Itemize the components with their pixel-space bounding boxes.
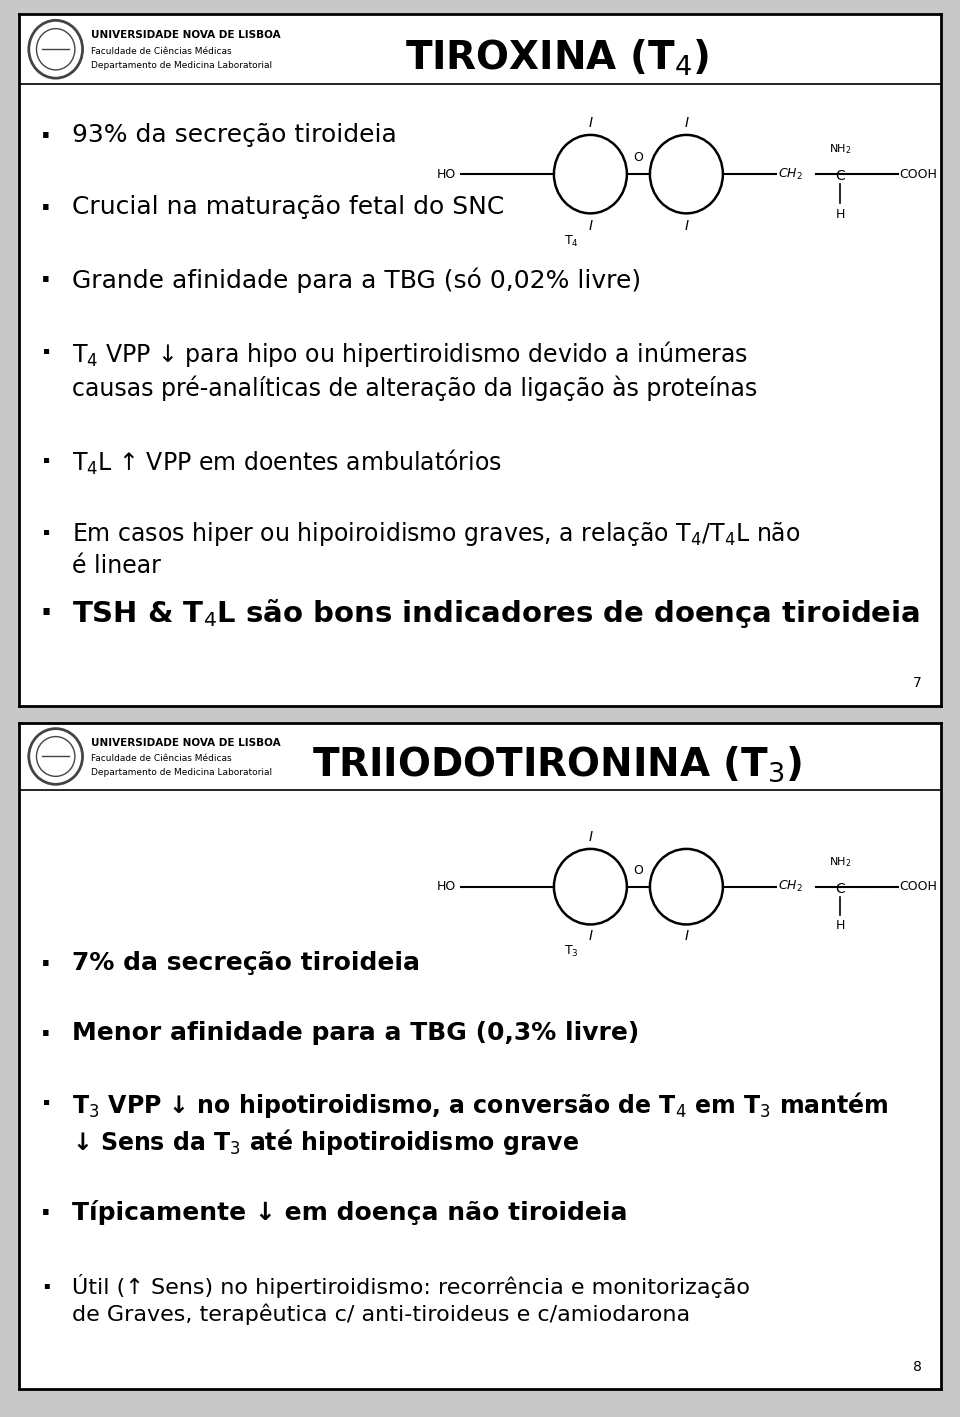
Text: ·: · (40, 1274, 52, 1302)
Text: ·: · (40, 448, 52, 476)
Text: COOH: COOH (900, 880, 937, 893)
Text: Grande afinidade para a TBG (só 0,02% livre): Grande afinidade para a TBG (só 0,02% li… (72, 266, 641, 292)
Text: 7% da secreção tiroideia: 7% da secreção tiroideia (72, 951, 420, 975)
Text: Crucial na maturação fetal do SNC: Crucial na maturação fetal do SNC (72, 194, 504, 218)
Text: NH$_2$: NH$_2$ (828, 142, 852, 156)
Text: ·: · (40, 266, 52, 296)
Text: I: I (588, 116, 592, 130)
Text: ·: · (40, 194, 52, 224)
Text: NH$_2$: NH$_2$ (828, 854, 852, 869)
Text: $CH_2$: $CH_2$ (778, 879, 803, 894)
Text: I: I (684, 930, 688, 944)
Text: Útil (↑ Sens) no hipertiroidismo: recorrência e monitorização
de Graves, terapêu: Útil (↑ Sens) no hipertiroidismo: recorr… (72, 1274, 750, 1325)
Text: 93% da secreção tiroideia: 93% da secreção tiroideia (72, 122, 396, 146)
Text: H: H (835, 208, 845, 221)
Text: HO: HO (437, 880, 456, 893)
Text: ·: · (40, 951, 52, 981)
Text: T$_3$: T$_3$ (564, 944, 579, 959)
Text: C: C (835, 169, 845, 183)
Text: T$_4$L ↑ VPP em doentes ambulatórios: T$_4$L ↑ VPP em doentes ambulatórios (72, 448, 502, 478)
Text: I: I (588, 218, 592, 232)
Text: COOH: COOH (900, 167, 937, 180)
Text: I: I (684, 218, 688, 232)
Text: O: O (634, 150, 643, 164)
Text: ·: · (40, 1200, 52, 1229)
Text: Faculdade de Ciências Médicas: Faculdade de Ciências Médicas (91, 47, 231, 55)
Text: I: I (588, 830, 592, 845)
Text: Departamento de Medicina Laboratorial: Departamento de Medicina Laboratorial (91, 768, 273, 777)
Text: Menor afinidade para a TBG (0,3% livre): Menor afinidade para a TBG (0,3% livre) (72, 1020, 639, 1044)
Text: ·: · (39, 598, 53, 632)
Text: Departamento de Medicina Laboratorial: Departamento de Medicina Laboratorial (91, 61, 273, 71)
Text: UNIVERSIDADE NOVA DE LISBOA: UNIVERSIDADE NOVA DE LISBOA (91, 30, 281, 40)
Text: T$_4$ VPP ↓ para hipo ou hipertiroidismo devido a inúmeras
causas pré-analíticas: T$_4$ VPP ↓ para hipo ou hipertiroidismo… (72, 339, 757, 401)
Text: HO: HO (437, 167, 456, 180)
Text: T$_4$: T$_4$ (564, 234, 579, 249)
Text: C: C (835, 881, 845, 896)
Text: UNIVERSIDADE NOVA DE LISBOA: UNIVERSIDADE NOVA DE LISBOA (91, 738, 281, 748)
Text: TIROXINA (T$_4$): TIROXINA (T$_4$) (405, 37, 708, 78)
Text: ·: · (40, 339, 52, 367)
Text: ·: · (40, 1020, 52, 1050)
Text: $CH_2$: $CH_2$ (778, 167, 803, 181)
Text: ·: · (40, 1091, 52, 1118)
Text: I: I (588, 930, 592, 944)
Text: 7: 7 (913, 676, 922, 690)
Text: TRIIODOTIRONINA (T$_3$): TRIIODOTIRONINA (T$_3$) (312, 744, 802, 784)
Text: Em casos hiper ou hipoiroidismo graves, a relação T$_4$/T$_4$L não
é linear: Em casos hiper ou hipoiroidismo graves, … (72, 520, 801, 578)
Text: T$_3$ VPP ↓ no hipotiroidismo, a conversão de T$_4$ em T$_3$ mantém
↓ Sens da T$: T$_3$ VPP ↓ no hipotiroidismo, a convers… (72, 1091, 889, 1158)
Text: ·: · (40, 122, 52, 152)
Text: H: H (835, 920, 845, 932)
Text: O: O (634, 864, 643, 877)
Text: Faculdade de Ciências Médicas: Faculdade de Ciências Médicas (91, 754, 231, 762)
Text: ·: · (40, 520, 52, 548)
Text: I: I (684, 116, 688, 130)
Text: TSH & T$_4$L são bons indicadores de doença tiroideia: TSH & T$_4$L são bons indicadores de doe… (72, 598, 920, 631)
Text: 8: 8 (913, 1360, 922, 1373)
Text: Típicamente ↓ em doença não tiroideia: Típicamente ↓ em doença não tiroideia (72, 1200, 628, 1224)
